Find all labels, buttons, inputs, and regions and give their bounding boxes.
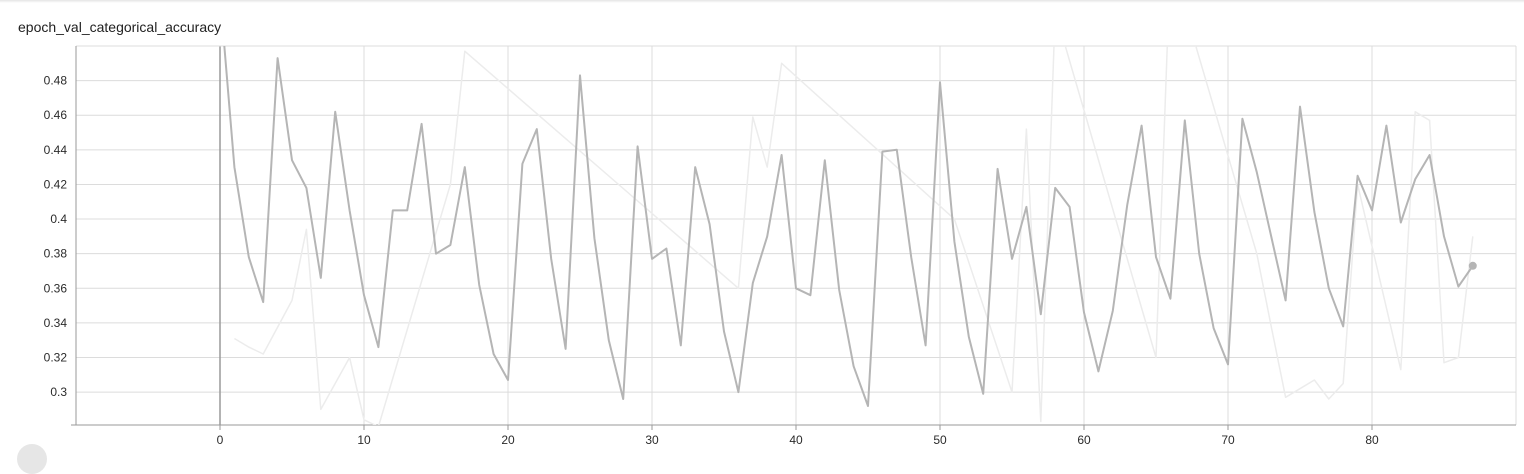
x-tick-label: 10 bbox=[357, 433, 371, 447]
y-tick-label: 0.36 bbox=[44, 281, 68, 295]
smoothed-series-line bbox=[223, 46, 1474, 407]
raw-series bbox=[234, 46, 1474, 425]
card-top-shadow bbox=[0, 0, 1524, 3]
y-tick-label: 0.48 bbox=[44, 74, 68, 88]
y-tick-label: 0.3 bbox=[50, 385, 67, 399]
y-tick-label: 0.4 bbox=[50, 212, 67, 226]
y-tick-label: 0.42 bbox=[44, 177, 68, 191]
y-tick-label: 0.38 bbox=[44, 247, 68, 261]
smoothed-series bbox=[223, 46, 1477, 407]
chart-title: epoch_val_categorical_accuracy bbox=[18, 19, 222, 35]
y-tick-label: 0.34 bbox=[44, 316, 68, 330]
y-tick-label: 0.44 bbox=[44, 143, 68, 157]
x-tick-label: 60 bbox=[1077, 433, 1091, 447]
x-tick-label: 40 bbox=[789, 433, 803, 447]
y-tick-label: 0.46 bbox=[44, 108, 68, 122]
axes bbox=[71, 45, 1517, 430]
expand-button[interactable] bbox=[17, 444, 47, 474]
y-tick-label: 0.32 bbox=[44, 351, 68, 365]
chart-svg[interactable]: 0 10 20 30 40 50 60 70 80 0.3 0.32 0.34 0.36 0.38 0.4… bbox=[0, 0, 1524, 454]
x-tick-label: 70 bbox=[1221, 433, 1235, 447]
raw-series-line bbox=[234, 46, 1474, 425]
series-end-marker bbox=[1468, 261, 1477, 270]
x-tick-label: 20 bbox=[501, 433, 515, 447]
x-tick-labels: 0 10 20 30 40 50 60 70 80 bbox=[217, 433, 1379, 447]
x-tick-label: 0 bbox=[217, 433, 224, 447]
x-tick-label: 80 bbox=[1365, 433, 1379, 447]
y-tick-labels: 0.3 0.32 0.34 0.36 0.38 0.4 0.42 0.44 0.46 0.48 bbox=[44, 74, 68, 400]
x-tick-label: 30 bbox=[645, 433, 659, 447]
x-tick-label: 50 bbox=[933, 433, 947, 447]
grid-lines bbox=[76, 46, 1516, 425]
